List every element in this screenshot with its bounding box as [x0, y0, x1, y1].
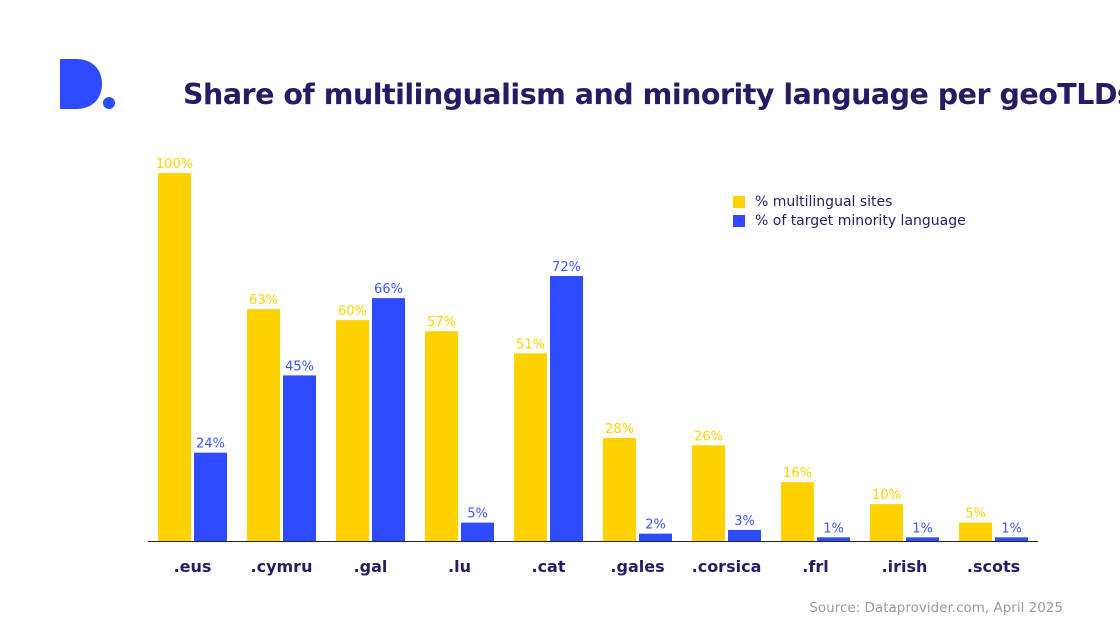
bar-multilingual-lu: [425, 331, 458, 541]
dataprovider-logo: [58, 57, 118, 117]
logo-mark: [60, 59, 115, 109]
bar-multilingual-gal: [336, 320, 369, 541]
legend-item-multilingual: % multilingual sites: [733, 192, 966, 211]
bar-multilingual-frl: [781, 482, 814, 541]
bar-minority-cat: [550, 276, 583, 541]
x-tick-label-irish: .irish: [882, 557, 928, 576]
bar-multilingual-gales: [603, 437, 636, 541]
data-label-multilingual-gales: 28%: [605, 422, 634, 437]
bar-minority-frl: [817, 537, 850, 541]
source-note: Source: Dataprovider.com, April 2025: [809, 600, 1063, 616]
data-label-minority-gal: 66%: [374, 282, 403, 297]
x-tick-label-scots: .scots: [967, 557, 1020, 576]
data-label-multilingual-irish: 10%: [872, 488, 901, 503]
data-label-minority-cymru: 45%: [285, 359, 314, 374]
bar-minority-gales: [639, 533, 672, 541]
data-label-minority-corsica: 3%: [734, 514, 755, 529]
x-tick-label-eus: .eus: [174, 557, 212, 576]
data-label-multilingual-corsica: 26%: [694, 429, 723, 444]
x-tick-label-gal: .gal: [354, 557, 388, 576]
legend-item-minority: % of target minority language: [733, 211, 966, 230]
data-label-multilingual-lu: 57%: [427, 315, 456, 330]
bar-multilingual-eus: [158, 173, 191, 541]
legend-swatch-multilingual: [733, 195, 745, 208]
x-tick-label-lu: .lu: [448, 557, 471, 576]
bar-multilingual-cymru: [247, 309, 280, 541]
data-label-minority-gales: 2%: [645, 518, 666, 533]
legend-swatch-minority: [733, 214, 745, 227]
chart-title: Share of multilingualism and minority la…: [183, 78, 1120, 111]
x-tick-label-cat: .cat: [531, 557, 565, 576]
data-label-minority-eus: 24%: [196, 437, 225, 452]
data-label-multilingual-cat: 51%: [516, 337, 545, 352]
bar-multilingual-corsica: [692, 445, 725, 541]
data-label-minority-irish: 1%: [912, 521, 933, 536]
x-tick-label-corsica: .corsica: [692, 557, 762, 576]
bar-minority-gal: [372, 298, 405, 541]
data-label-minority-cat: 72%: [552, 260, 581, 275]
legend-label-multilingual: % multilingual sites: [755, 193, 893, 210]
data-label-multilingual-scots: 5%: [965, 507, 986, 522]
data-label-multilingual-gal: 60%: [338, 304, 367, 319]
bar-minority-lu: [461, 522, 494, 541]
bar-minority-irish: [906, 537, 939, 541]
bar-minority-corsica: [728, 529, 761, 541]
legend-label-minority: % of target minority language: [755, 212, 966, 229]
bar-minority-eus: [194, 452, 227, 541]
data-label-multilingual-cymru: 63%: [249, 293, 278, 308]
x-tick-label-gales: .gales: [610, 557, 664, 576]
data-label-minority-scots: 1%: [1001, 521, 1022, 536]
x-tick-label-cymru: .cymru: [251, 557, 313, 576]
bar-multilingual-irish: [870, 504, 903, 541]
data-label-minority-frl: 1%: [823, 521, 844, 536]
bar-multilingual-scots: [959, 522, 992, 541]
bar-minority-cymru: [283, 375, 316, 541]
data-label-multilingual-frl: 16%: [783, 466, 812, 481]
bar-multilingual-cat: [514, 353, 547, 541]
chart-legend: % multilingual sites % of target minorit…: [733, 192, 966, 230]
data-label-minority-lu: 5%: [467, 507, 488, 522]
bar-minority-scots: [995, 537, 1028, 541]
data-label-multilingual-eus: 100%: [156, 157, 193, 172]
x-tick-label-frl: .frl: [802, 557, 828, 576]
